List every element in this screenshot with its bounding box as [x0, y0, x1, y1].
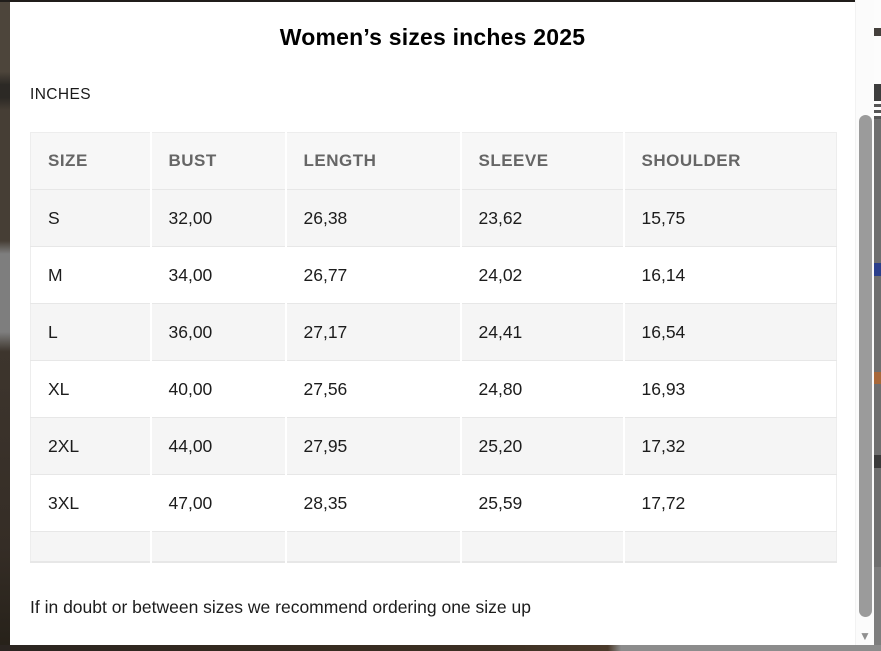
page-edge-artifact: [874, 263, 881, 276]
cell-bust: 34,00: [149, 246, 286, 304]
page-edge-artifact: [874, 116, 881, 119]
cell-bust: 32,00: [149, 189, 286, 247]
table-row-empty: [30, 531, 837, 562]
cell-sleeve: 24,02: [459, 246, 624, 304]
page-background-edge-top: [0, 0, 874, 2]
scrollbar-thumb[interactable]: [859, 115, 872, 617]
cell-empty: [622, 531, 837, 562]
table-row-l: L 36,00 27,17 24,41 16,54: [30, 303, 837, 361]
cell-sleeve: 24,80: [459, 360, 624, 418]
table-row-s: S 32,00 26,38 23,62 15,75: [30, 189, 837, 247]
modal-scrollbar[interactable]: ▼: [855, 0, 874, 645]
unit-label: INCHES: [30, 86, 91, 103]
cell-length: 26,38: [284, 189, 461, 247]
cell-length: 26,77: [284, 246, 461, 304]
scroll-down-icon[interactable]: ▼: [859, 629, 871, 643]
table-row-3xl: 3XL 47,00 28,35 25,59 17,72: [30, 474, 837, 532]
page-edge-artifact: [874, 372, 881, 384]
cell-size: XL: [30, 360, 151, 418]
table-row-xl: XL 40,00 27,56 24,80 16,93: [30, 360, 837, 418]
page-edge-artifact: [874, 567, 881, 645]
cell-size: S: [30, 189, 151, 247]
size-advice-note: If in doubt or between sizes we recommen…: [30, 597, 531, 617]
table-header-row: SIZE BUST LENGTH SLEEVE SHOULDER: [30, 132, 837, 190]
cell-empty: [284, 531, 461, 562]
page-edge-right: [874, 0, 881, 645]
cell-length: 27,56: [284, 360, 461, 418]
cell-sleeve: 25,59: [459, 474, 624, 532]
cell-length: 27,17: [284, 303, 461, 361]
cell-shoulder: 15,75: [622, 189, 837, 247]
modal-title: Women’s sizes inches 2025: [279, 24, 586, 50]
cell-bust: 47,00: [149, 474, 286, 532]
cell-shoulder: 16,54: [622, 303, 837, 361]
cell-shoulder: 17,32: [622, 417, 837, 475]
cell-bust: 40,00: [149, 360, 286, 418]
cell-shoulder: 16,93: [622, 360, 837, 418]
cell-shoulder: 16,14: [622, 246, 837, 304]
page-edge-artifact: [874, 0, 881, 118]
column-header-bust: BUST: [149, 132, 286, 190]
cell-size: 2XL: [30, 417, 151, 475]
column-header-sleeve: SLEEVE: [459, 132, 624, 190]
page-edge-artifact: [874, 455, 881, 468]
cell-size: 3XL: [30, 474, 151, 532]
table-row-m: M 34,00 26,77 24,02 16,14: [30, 246, 837, 304]
cell-shoulder: 17,72: [622, 474, 837, 532]
table-row-2xl: 2XL 44,00 27,95 25,20 17,32: [30, 417, 837, 475]
cell-empty: [459, 531, 624, 562]
cell-length: 27,95: [284, 417, 461, 475]
cell-size: M: [30, 246, 151, 304]
cell-empty: [30, 531, 151, 562]
column-header-size: SIZE: [30, 132, 151, 190]
cell-sleeve: 24,41: [459, 303, 624, 361]
page-edge-artifact: [874, 104, 881, 107]
page-edge-artifact: [874, 84, 881, 101]
page-edge-artifact: [874, 110, 881, 113]
cell-bust: 44,00: [149, 417, 286, 475]
page-edge-artifact: [874, 28, 881, 36]
size-chart-table: SIZE BUST LENGTH SLEEVE SHOULDER S 32,00…: [30, 132, 837, 563]
cell-empty: [149, 531, 286, 562]
cell-bust: 36,00: [149, 303, 286, 361]
cell-size: L: [30, 303, 151, 361]
cell-sleeve: 25,20: [459, 417, 624, 475]
cell-sleeve: 23,62: [459, 189, 624, 247]
column-header-length: LENGTH: [284, 132, 461, 190]
page-background-edge-left: [0, 0, 10, 651]
column-header-shoulder: SHOULDER: [622, 132, 837, 190]
page-background-edge-bottom: [0, 645, 881, 651]
cell-length: 28,35: [284, 474, 461, 532]
